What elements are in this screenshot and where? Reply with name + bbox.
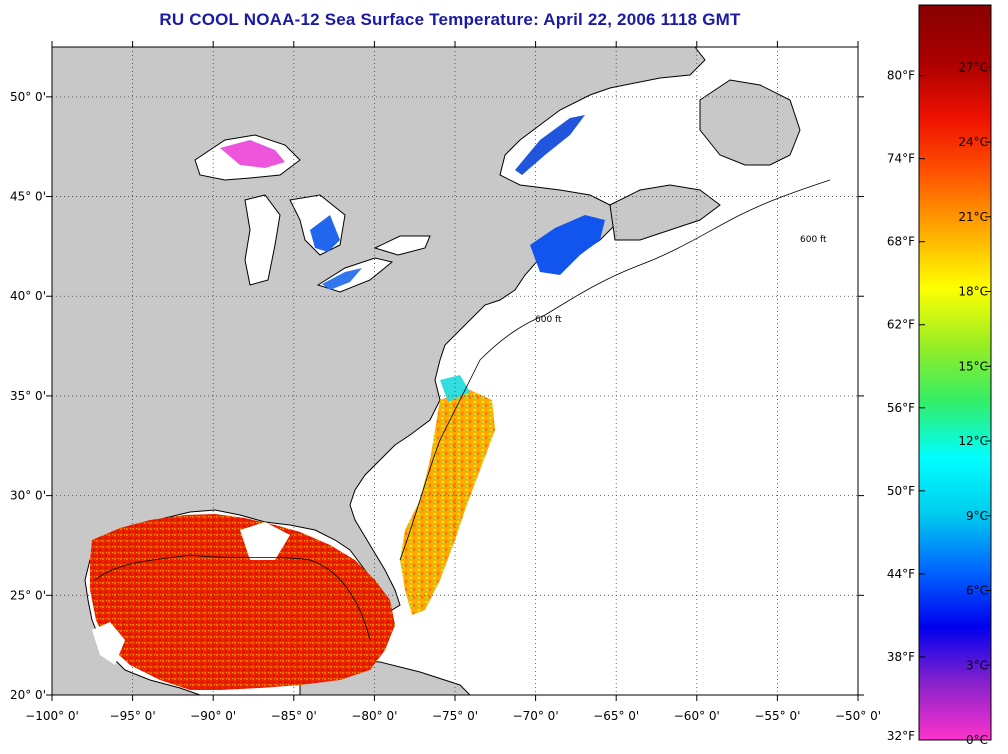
isobath-contour bbox=[94, 179, 831, 641]
lat-tick-label: 45° 0' bbox=[10, 190, 46, 204]
gulf-stream-data bbox=[400, 390, 495, 615]
lat-tick-label: 35° 0' bbox=[10, 389, 46, 403]
lat-tick-label: 20° 0' bbox=[10, 688, 46, 702]
isobath-label: 600 ft bbox=[535, 315, 562, 325]
lon-tick-label: −85° 0' bbox=[271, 709, 317, 723]
lake-ontario bbox=[373, 235, 431, 256]
latitude-axis: 20° 0' 25° 0' 30° 0' 35° 0' 40° 0' 45° 0' 50° … bbox=[10, 90, 864, 702]
lon-tick-label: −70° 0' bbox=[513, 709, 559, 723]
isobath-label-2: 600 ft bbox=[800, 235, 827, 245]
land-nova-scotia bbox=[609, 184, 721, 241]
lon-tick-label: −80° 0' bbox=[351, 709, 397, 723]
lon-tick-label: −95° 0' bbox=[110, 709, 156, 723]
grid bbox=[52, 47, 858, 695]
lake-superior-data bbox=[220, 140, 285, 168]
lon-tick-label: −55° 0' bbox=[754, 709, 800, 723]
lat-tick-label: 50° 0' bbox=[10, 90, 46, 104]
gulf-of-maine-data bbox=[530, 215, 605, 275]
lat-tick-label: 25° 0' bbox=[10, 588, 46, 602]
lon-tick-label: −75° 0' bbox=[432, 709, 478, 723]
lon-tick-label: −60° 0' bbox=[674, 709, 720, 723]
lake-erie-data bbox=[322, 268, 362, 290]
lon-tick-label: −65° 0' bbox=[593, 709, 639, 723]
st-lawrence-data bbox=[515, 115, 585, 175]
lat-tick-label: 40° 0' bbox=[10, 289, 46, 303]
gulf-cloud-gap-2 bbox=[92, 622, 125, 665]
lon-tick-label: −100° 0' bbox=[25, 709, 79, 723]
longitude-axis: −100° 0' −95° 0' −90° 0' −85° 0' −80° 0' −75°… bbox=[25, 41, 881, 723]
lon-tick-label: −90° 0' bbox=[190, 709, 236, 723]
lake-huron-data bbox=[310, 215, 340, 252]
lon-tick-label: −50° 0' bbox=[835, 709, 881, 723]
lat-tick-label: 30° 0' bbox=[10, 489, 46, 503]
gulf-cloud-gap bbox=[240, 522, 290, 560]
land-newfoundland bbox=[699, 79, 801, 166]
page-title: RU COOL NOAA-12 Sea Surface Temperature:… bbox=[159, 10, 741, 29]
lake-michigan bbox=[244, 194, 281, 286]
